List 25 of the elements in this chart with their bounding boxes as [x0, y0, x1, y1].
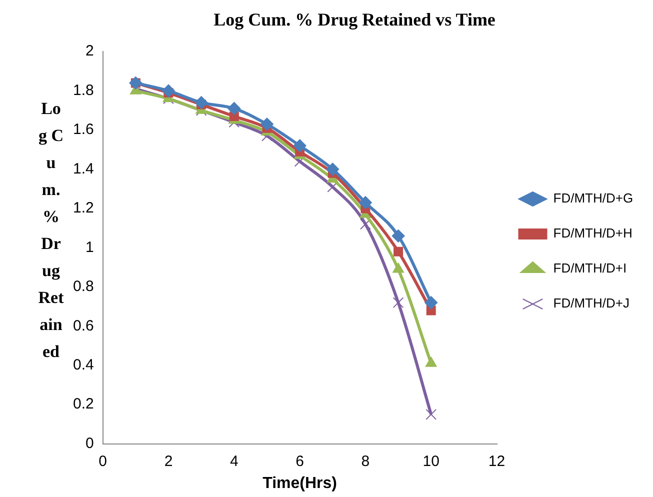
x-tick-label: 10 — [422, 452, 440, 470]
x-tick-label: 2 — [164, 452, 173, 470]
x-tick-label: 4 — [230, 452, 238, 470]
x-tick-label: 0 — [98, 452, 108, 470]
y-tick-label: 2 — [86, 42, 94, 60]
legend-label: FD/MTH/D+G — [553, 190, 634, 206]
y-tick-label: 0.6 — [72, 317, 94, 334]
legend-label: FD/MTH/D+I — [553, 260, 627, 276]
y-tick-label: 1.2 — [72, 200, 94, 217]
legend-label: FD/MTH/D+H — [553, 226, 632, 241]
x-axis-title: Time(Hrs) — [262, 474, 337, 492]
y-tick-label: 0.4 — [72, 356, 94, 374]
legend-label: FD/MTH/D+J — [553, 296, 630, 311]
y-tick-label: 1.8 — [72, 82, 94, 99]
x-tick-label: 6 — [296, 452, 304, 470]
x-tick-label: 12 — [488, 452, 506, 470]
x-tick-label: 8 — [361, 452, 370, 470]
y-tick-label: 1.4 — [72, 160, 94, 178]
text: Log Cum. % Drug Retained — [38, 99, 64, 361]
y-tick-label: 1.6 — [72, 121, 94, 138]
chart-title: Log Cum. % Drug Retained vs Time — [214, 9, 496, 30]
y-tick-label: 0.8 — [72, 278, 94, 296]
y-tick-label: 0 — [86, 434, 94, 452]
y-tick-label: 1 — [86, 238, 94, 256]
y-tick-label: 0.2 — [72, 396, 94, 413]
